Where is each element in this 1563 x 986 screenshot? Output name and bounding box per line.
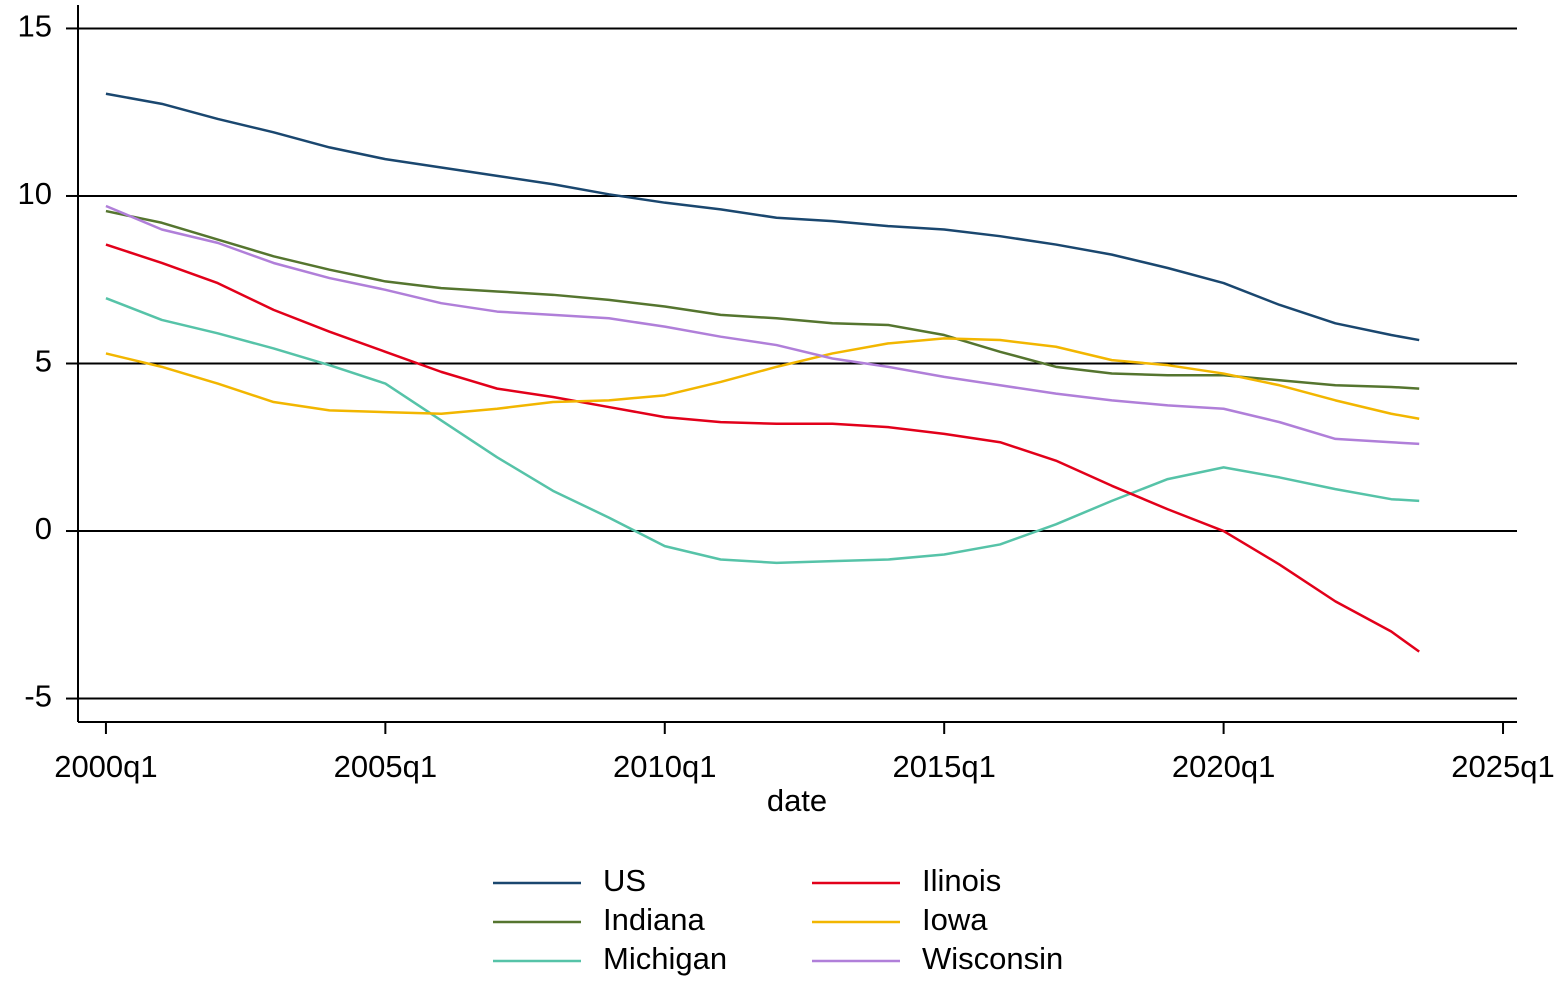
legend-label: Iowa <box>922 902 988 937</box>
y-tick-label: 0 <box>35 511 52 546</box>
x-tick-label: 2005q1 <box>334 749 437 784</box>
x-axis-label: date <box>767 783 827 818</box>
series-line <box>105 209 1420 390</box>
x-tick-label: 2025q1 <box>1451 749 1554 784</box>
y-tick-label: 15 <box>18 9 52 44</box>
x-tick-label: 2015q1 <box>892 749 995 784</box>
series-line <box>105 204 1420 446</box>
x-tick-label: 2020q1 <box>1172 749 1275 784</box>
series-line <box>105 297 1420 565</box>
legend-label: Wisconsin <box>922 941 1063 976</box>
series-line <box>105 92 1420 342</box>
legend-label: Michigan <box>603 941 727 976</box>
y-tick-label: 10 <box>18 176 52 211</box>
y-tick-label: -5 <box>24 679 52 714</box>
x-tick-label: 2010q1 <box>613 749 716 784</box>
series-line <box>105 337 1420 421</box>
legend-label: Indiana <box>603 902 705 937</box>
legend-label: Ilinois <box>922 863 1001 898</box>
y-tick-label: 5 <box>35 344 52 379</box>
legend-label: US <box>603 863 646 898</box>
x-tick-label: 2000q1 <box>54 749 157 784</box>
series-line <box>105 243 1420 653</box>
